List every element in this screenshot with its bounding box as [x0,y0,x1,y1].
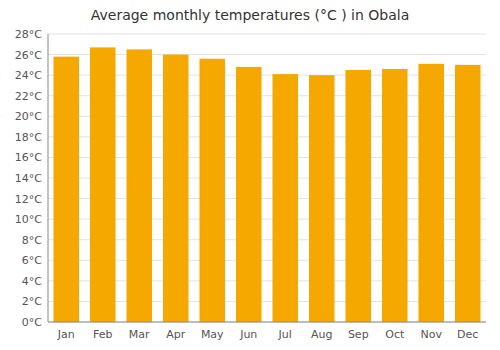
y-tick-label: 4°C [22,275,42,288]
x-tick-label: Dec [457,328,478,341]
bar [455,65,481,322]
grid-line [48,322,486,323]
chart-container: Average monthly temperatures (°C ) in Ob… [0,0,500,350]
bar [309,75,335,322]
bar [53,57,79,322]
x-tick-label: May [201,328,224,341]
x-tick-label: Sep [348,328,369,341]
bar [272,74,298,322]
x-tick-label: Feb [93,328,112,341]
grid-line [48,34,486,35]
y-tick-label: 0°C [22,316,42,329]
x-tick-label: Jun [239,328,257,341]
x-tick-label: Jul [278,328,292,341]
bar [236,67,262,322]
y-tick-label: 12°C [15,193,42,206]
y-tick-label: 10°C [15,213,42,226]
y-axis-line [48,34,49,322]
title: Average monthly temperatures (°C ) in Ob… [91,7,410,23]
x-axis: Jan Feb Mar Apr May Jun Jul Aug Sep Oct Nov Dec [57,328,479,341]
y-tick-label: 28°C [15,28,42,41]
y-tick-label: 26°C [15,49,42,62]
y-tick-label: 2°C [22,295,42,308]
y-tick-label: 6°C [22,254,42,267]
x-tick-label: Mar [129,328,150,341]
x-tick-label: Oct [385,328,405,341]
bar [382,69,408,322]
y-tick-label: 24°C [15,69,42,82]
y-tick-label: 22°C [15,90,42,103]
y-tick-label: 18°C [15,131,42,144]
chart-svg: Average monthly temperatures (°C ) in Ob… [0,0,500,350]
x-tick-label: Apr [166,328,186,341]
y-tick-label: 14°C [15,172,42,185]
y-tick-label: 20°C [15,110,42,123]
x-tick-label: Jan [57,328,75,341]
x-axis-line [48,322,486,323]
y-axis: 0°C 2°C 4°C 6°C 8°C 10°C 12°C 14°C 16°C 18°C 20°C 2… [15,28,42,329]
bar [199,59,225,322]
bars [53,47,480,322]
bar [418,64,444,322]
bar [126,49,152,322]
bar [345,70,371,322]
x-tick-label: Nov [421,328,443,341]
y-tick-label: 16°C [15,151,42,164]
grid [48,34,486,322]
y-tick-label: 8°C [22,234,42,247]
x-tick-label: Aug [311,328,332,341]
bar [163,55,189,322]
bar [90,47,116,322]
